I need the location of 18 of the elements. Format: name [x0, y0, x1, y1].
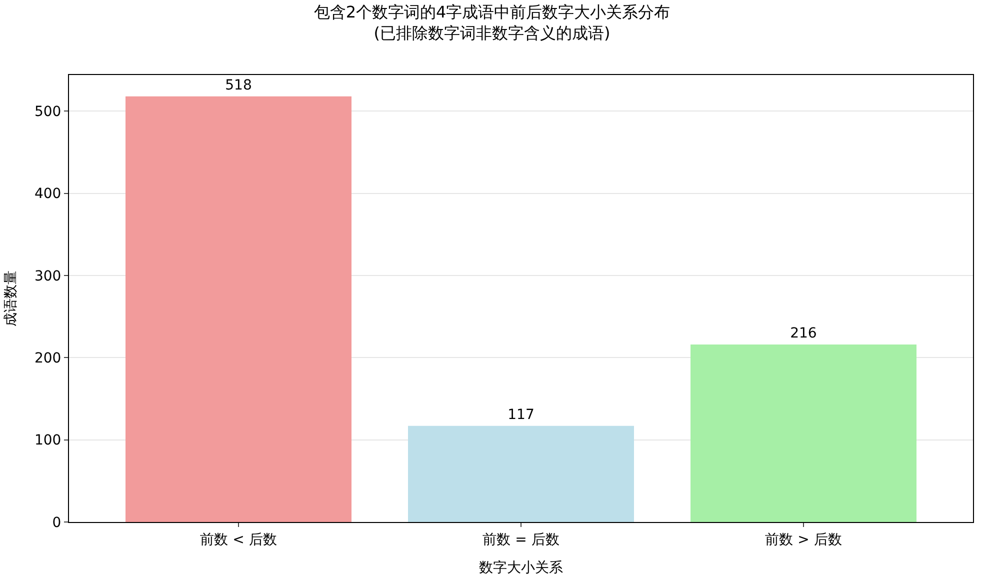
chart-title: 包含2个数字词的4字成语中前后数字大小关系分布 (已排除数字词非数字含义的成语) — [314, 2, 670, 42]
y-tick-label: 400 — [34, 186, 62, 202]
data-label: 117 — [508, 406, 534, 423]
x-tick-label: 前数 = 后数 — [482, 532, 560, 548]
bar — [408, 426, 634, 522]
y-axis-title: 成语数量 — [3, 270, 20, 326]
x-tick-label: 前数 > 后数 — [765, 532, 842, 548]
data-label: 518 — [225, 77, 252, 94]
y-tick-label: 0 — [52, 514, 62, 531]
x-tick-label: 前数 < 后数 — [200, 532, 277, 548]
bar — [690, 344, 916, 522]
y-tick-label: 300 — [34, 268, 62, 284]
y-tick-label: 200 — [34, 350, 62, 367]
y-tick-label: 500 — [34, 104, 62, 120]
y-tick-label: 100 — [34, 432, 62, 449]
x-axis-title: 数字大小关系 — [479, 560, 563, 576]
bar — [126, 96, 352, 522]
data-label: 216 — [790, 326, 817, 342]
